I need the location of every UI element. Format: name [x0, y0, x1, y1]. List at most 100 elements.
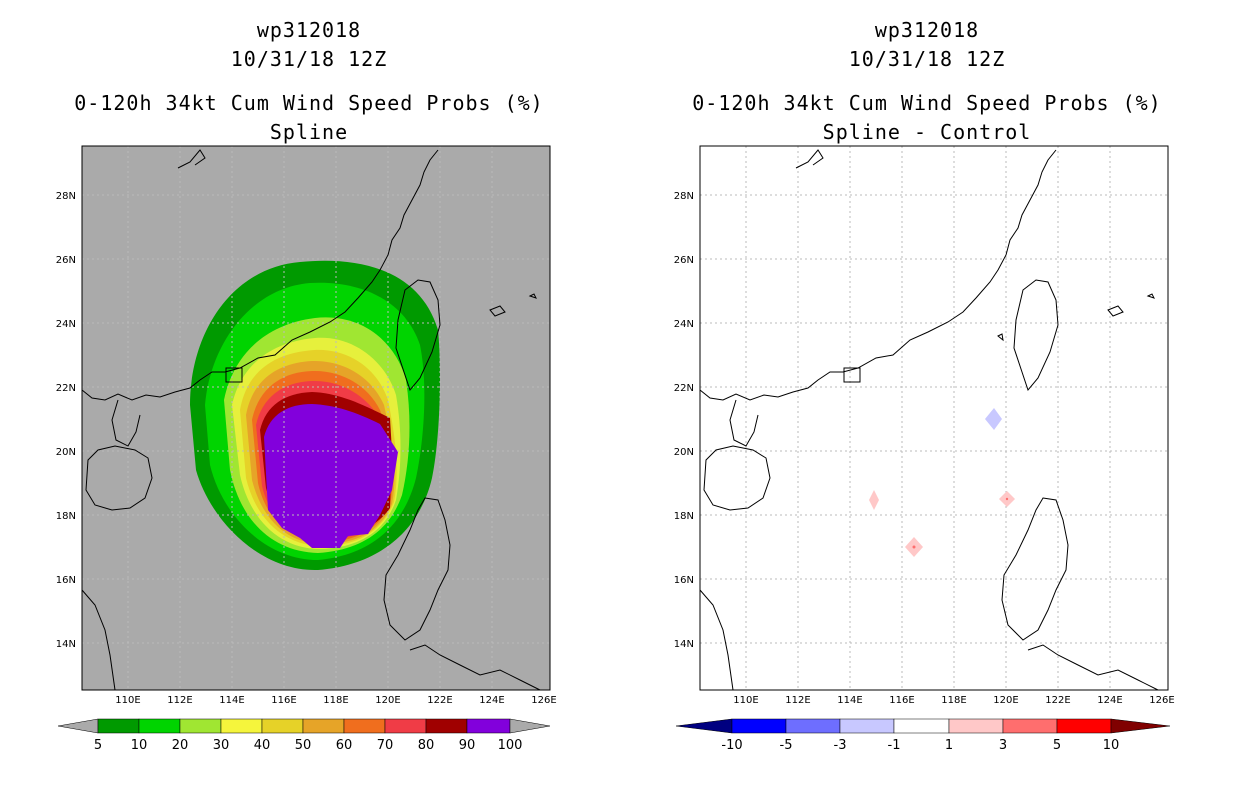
left-grid [82, 146, 550, 690]
right-title-method: Spline - Control [822, 120, 1032, 144]
colorbar-segment [384, 718, 427, 734]
lat-label: 26N [56, 255, 76, 266]
left-colorbar [57, 718, 551, 734]
difference-markers [869, 408, 1015, 557]
lat-label: 20N [56, 447, 76, 458]
right-coastlines [699, 149, 1159, 691]
left-coastlines [81, 149, 541, 691]
diff-marker-positive [869, 490, 879, 510]
colorbar-label: 50 [295, 738, 312, 753]
colorbar-segment [839, 718, 895, 734]
colorbar-label: 5 [94, 738, 102, 753]
left-lat-labels: 28N 26N 24N 22N 20N 18N 16N 14N [56, 191, 76, 650]
lat-label: 16N [674, 575, 694, 586]
colorbar-label: 60 [336, 738, 353, 753]
colorbar-segment [893, 718, 950, 734]
colorbar-segment [138, 718, 181, 734]
colorbar-label: 30 [213, 738, 230, 753]
lon-label: 126E [1149, 695, 1174, 706]
lon-label: 122E [427, 695, 452, 706]
colorbar-label: -10 [721, 738, 742, 753]
lat-label: 28N [56, 191, 76, 202]
probability-field [190, 260, 440, 571]
colorbar-segment [466, 718, 511, 734]
lat-label: 16N [56, 575, 76, 586]
colorbar-label: 70 [377, 738, 394, 753]
colorbar-label: 90 [459, 738, 476, 753]
colorbar-under-arrow [57, 718, 99, 734]
colorbar-segment [261, 718, 304, 734]
lat-label: 26N [674, 255, 694, 266]
right-lat-labels: 28N 26N 24N 22N 20N 18N 16N 14N [674, 191, 694, 650]
left-map-frame [81, 145, 551, 691]
left-map: 28N 26N 24N 22N 20N 18N 16N 14N 110E 112… [56, 145, 557, 753]
right-title-product: 0-120h 34kt Cum Wind Speed Probs (%) [692, 91, 1162, 115]
lon-label: 118E [941, 695, 966, 706]
prob-contour-90 [264, 404, 398, 548]
right-colorbar [675, 718, 1171, 734]
lat-label: 14N [674, 639, 694, 650]
lon-label: 126E [531, 695, 556, 706]
colorbar-label: 20 [172, 738, 189, 753]
lon-label: 112E [785, 695, 810, 706]
right-colorbar-labels: -10 -5 -3 -1 1 3 5 10 [721, 738, 1119, 753]
colorbar-segment [425, 718, 468, 734]
colorbar-label: 5 [1053, 738, 1061, 753]
diff-marker-center [912, 545, 916, 549]
lon-label: 120E [375, 695, 400, 706]
colorbar-label: -3 [834, 738, 847, 753]
colorbar-segment [343, 718, 386, 734]
lon-label: 114E [219, 695, 244, 706]
left-title-storm: wp312018 [256, 18, 362, 42]
colorbar-segment [731, 718, 787, 734]
lon-label: 116E [271, 695, 296, 706]
diff-marker-center [1005, 497, 1009, 501]
lat-label: 24N [674, 319, 694, 330]
right-map-background [700, 146, 1168, 690]
lon-label: 110E [733, 695, 758, 706]
right-map: 28N 26N 24N 22N 20N 18N 16N 14N 110E 112… [674, 145, 1175, 753]
colorbar-segment [1056, 718, 1112, 734]
lon-label: 116E [889, 695, 914, 706]
colorbar-segment [785, 718, 841, 734]
colorbar-label: 40 [254, 738, 271, 753]
lat-label: 22N [56, 383, 76, 394]
colorbar-label: 10 [131, 738, 148, 753]
diff-marker-negative [985, 408, 1002, 430]
lat-label: 20N [674, 447, 694, 458]
lon-label: 124E [1097, 695, 1122, 706]
right-lon-labels: 110E 112E 114E 116E 118E 120E 122E 124E … [733, 695, 1174, 706]
right-map-frame [699, 145, 1169, 691]
colorbar-under-arrow [675, 718, 733, 734]
colorbar-segment [948, 718, 1004, 734]
colorbar-label: 80 [418, 738, 435, 753]
lat-label: 22N [674, 383, 694, 394]
lon-label: 118E [323, 695, 348, 706]
left-title-method: Spline [269, 120, 349, 144]
lon-label: 120E [993, 695, 1018, 706]
colorbar-segment [220, 718, 263, 734]
left-lon-labels: 110E 112E 114E 116E 118E 120E 122E 124E … [115, 695, 556, 706]
colorbar-label: 3 [999, 738, 1007, 753]
lat-label: 18N [674, 511, 694, 522]
right-panel: wp312018 10/31/18 12Z 0-120h 34kt Cum Wi… [618, 0, 1236, 800]
colorbar-label: -1 [888, 738, 901, 753]
lon-label: 124E [479, 695, 504, 706]
colorbar-segment [302, 718, 345, 734]
lon-label: 114E [837, 695, 862, 706]
colorbar-segment [97, 718, 140, 734]
colorbar-label: -5 [780, 738, 793, 753]
left-colorbar-labels: 5 10 20 30 40 50 60 70 80 90 100 [94, 738, 523, 753]
right-title-storm: wp312018 [874, 18, 980, 42]
colorbar-label: 100 [498, 738, 523, 753]
lon-label: 112E [167, 695, 192, 706]
colorbar-over-arrow [1110, 718, 1171, 734]
lat-label: 18N [56, 511, 76, 522]
left-title-date: 10/31/18 12Z [230, 47, 388, 71]
right-title-date: 10/31/18 12Z [848, 47, 1006, 71]
lat-label: 14N [56, 639, 76, 650]
colorbar-segment [179, 718, 222, 734]
lon-label: 122E [1045, 695, 1070, 706]
right-grid [700, 146, 1168, 690]
left-panel: wp312018 10/31/18 12Z 0-120h 34kt Cum Wi… [56, 18, 557, 753]
